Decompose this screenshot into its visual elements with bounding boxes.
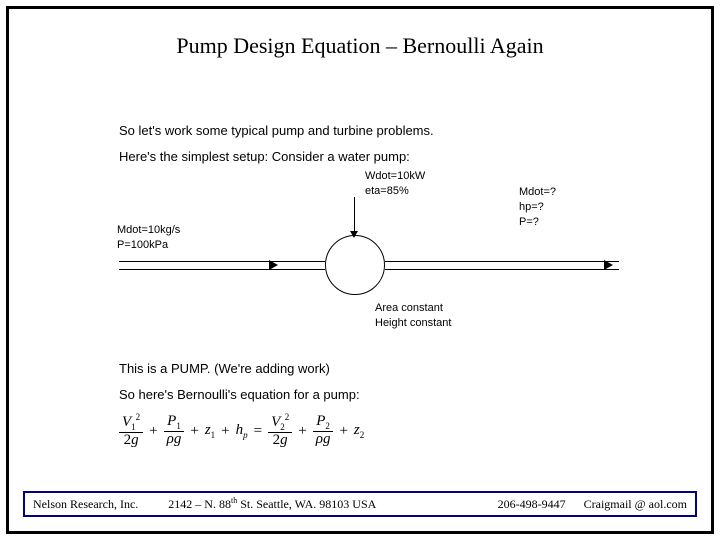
footer-email: Craigmail @ aol.com: [584, 497, 687, 512]
eq-rho: ρ: [167, 431, 174, 447]
eq-sub2b: 2: [325, 421, 330, 431]
eq-sup2b: 2: [285, 412, 290, 422]
shaft-line: [354, 197, 355, 235]
inlet-pressure: P=100kPa: [117, 238, 180, 253]
bernoulli-equation: V12 2g + P1 ρg + z1 + hp = V22 2g + P2 ρ…: [119, 413, 364, 449]
term-p1-over-rhog: P1 ρg: [164, 414, 185, 448]
eq-2: 2: [124, 432, 132, 448]
note-line-2: So here's Bernoulli's equation for a pum…: [119, 387, 360, 402]
eq-h: h: [236, 422, 244, 438]
pipe-outlet-bottom: [385, 269, 619, 270]
footer-phone: 206-498-9447: [498, 497, 566, 512]
eq-g: g: [131, 432, 139, 448]
inlet-mdot: Mdot=10kg/s: [117, 223, 180, 238]
area-constant: Area constant: [375, 301, 451, 316]
plus-1: +: [149, 423, 157, 440]
footer-address: 2142 – N. 88th St. Seattle, WA. 98103 US…: [156, 496, 479, 512]
eq-z2sub: 2: [360, 430, 365, 440]
outlet-label: Mdot=? hp=? P=?: [519, 185, 556, 230]
footer-bar: Nelson Research, Inc. 2142 – N. 88th St.…: [23, 491, 697, 517]
intro-line-1: So let's work some typical pump and turb…: [119, 123, 434, 138]
eq-g4: g: [323, 431, 331, 447]
shaft-eta: eta=85%: [365, 184, 425, 199]
flow-arrow-inlet-icon: [269, 260, 278, 270]
eq-rho2: ρ: [316, 431, 323, 447]
shaft-wdot: Wdot=10kW: [365, 169, 425, 184]
shaft-label: Wdot=10kW eta=85%: [365, 169, 425, 199]
eq-v2: V: [271, 414, 280, 430]
plus-3: +: [221, 423, 229, 440]
footer-company: Nelson Research, Inc.: [33, 497, 138, 512]
eq-sub1b: 1: [176, 421, 181, 431]
slide-title: Pump Design Equation – Bernoulli Again: [9, 33, 711, 59]
pipe-inlet-bottom: [119, 269, 325, 270]
eq-p: P: [167, 413, 176, 429]
pipe-outlet-top: [385, 261, 619, 262]
intro-line-2: Here's the simplest setup: Consider a wa…: [119, 149, 410, 164]
eq-g3: g: [280, 432, 288, 448]
term-v2sq-over-2g: V22 2g: [268, 413, 292, 449]
height-constant: Height constant: [375, 316, 451, 331]
pump-circle-icon: [325, 235, 385, 295]
pipe-inlet-top: [119, 261, 325, 262]
flow-arrow-outlet-icon: [604, 260, 613, 270]
area-label: Area constant Height constant: [375, 301, 451, 331]
term-v1sq-over-2g: V12 2g: [119, 413, 143, 449]
footer-addr-pre: 2142 – N. 88: [168, 497, 231, 511]
plus-4: +: [298, 423, 306, 440]
outlet-hp: hp=?: [519, 200, 556, 215]
term-p2-over-rhog: P2 ρg: [313, 414, 334, 448]
footer-addr-post: St. Seattle, WA. 98103 USA: [237, 497, 376, 511]
note-line-1: This is a PUMP. (We're adding work): [119, 361, 330, 376]
inlet-label: Mdot=10kg/s P=100kPa: [117, 223, 180, 253]
slide-frame: Pump Design Equation – Bernoulli Again S…: [6, 6, 714, 534]
plus-5: +: [339, 423, 347, 440]
term-z2: z2: [354, 422, 364, 440]
eq-sub1: 1: [131, 422, 136, 432]
equals: =: [254, 423, 262, 440]
term-z1: z1: [205, 422, 215, 440]
term-hp: hp: [236, 422, 248, 440]
eq-hpsub: p: [243, 430, 248, 440]
eq-g2: g: [174, 431, 182, 447]
outlet-mdot: Mdot=?: [519, 185, 556, 200]
outlet-pressure: P=?: [519, 215, 556, 230]
shaft-arrow-icon: [350, 231, 358, 238]
plus-2: +: [190, 423, 198, 440]
eq-sub2: 2: [280, 422, 285, 432]
eq-v: V: [122, 414, 131, 430]
eq-z1sub: 1: [211, 430, 216, 440]
pump-diagram: Mdot=10kg/s P=100kPa Wdot=10kW eta=85% M…: [119, 169, 619, 339]
eq-sup2: 2: [136, 412, 141, 422]
